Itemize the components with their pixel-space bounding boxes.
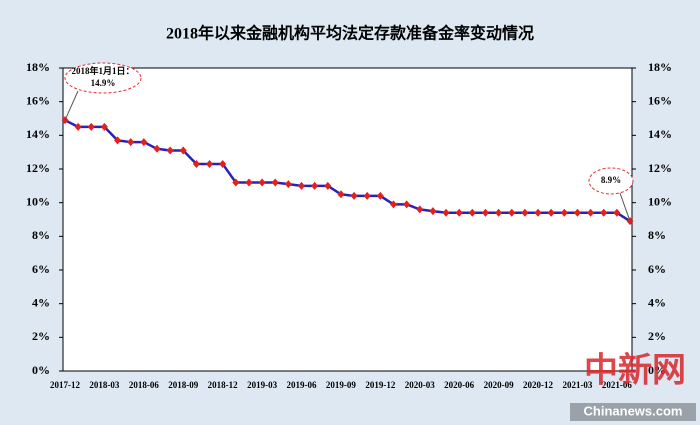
point [481, 208, 489, 217]
point [363, 191, 371, 200]
watermark-logo: 中新网 [584, 351, 686, 391]
point [166, 146, 174, 155]
x-tick-label: 2019-06 [287, 380, 317, 390]
point [271, 178, 279, 187]
point [298, 181, 306, 190]
annotation-ellipse [64, 62, 142, 94]
point [87, 122, 95, 131]
y-tick-label: 2% [32, 329, 50, 343]
point [219, 159, 227, 168]
y-tick-label: 14% [26, 127, 50, 141]
point [495, 208, 503, 217]
y2-tick-label: 8% [648, 228, 666, 242]
x-tick-label: 2018-12 [208, 380, 238, 390]
watermark-site: Chinanews.com [584, 403, 683, 418]
point [74, 122, 82, 131]
y2-tick-label: 18% [648, 60, 672, 74]
y2-tick-label: 0% [648, 363, 666, 377]
x-tick-label: 2020-09 [484, 380, 514, 390]
x-tick-label: 2018-09 [168, 380, 198, 390]
annotation-text: 2018年1月1日： [71, 65, 134, 76]
point [573, 208, 581, 217]
x-tick-label: 2019-12 [365, 380, 395, 390]
y-tick-label: 18% [26, 60, 50, 74]
annotation-leader [64, 90, 79, 121]
x-tick-label: 2021-06 [602, 380, 632, 390]
y-tick-label: 8% [32, 228, 50, 242]
y2-tick-label: 16% [648, 93, 672, 107]
x-tick-label: 2018-06 [129, 380, 159, 390]
point [258, 178, 266, 187]
point [245, 178, 253, 187]
y-tick-label: 0% [32, 363, 50, 377]
y-tick-label: 6% [32, 262, 50, 276]
y-tick-label: 4% [32, 295, 50, 309]
y-tick-label: 10% [26, 194, 50, 208]
point [547, 208, 555, 217]
point [284, 180, 292, 189]
point [455, 208, 463, 217]
point [429, 207, 437, 216]
point [468, 208, 476, 217]
y2-tick-label: 6% [648, 262, 666, 276]
point [534, 208, 542, 217]
watermark-bg [570, 403, 696, 421]
point [311, 181, 319, 190]
point [376, 191, 384, 200]
annotation-text: 8.9% [601, 175, 621, 185]
y2-tick-label: 12% [648, 161, 672, 175]
point [337, 190, 345, 199]
x-tick-label: 2020-03 [405, 380, 435, 390]
point [389, 200, 397, 209]
y2-tick-label: 4% [648, 295, 666, 309]
x-tick-label: 2020-06 [444, 380, 474, 390]
point [127, 138, 135, 147]
point [416, 205, 424, 214]
x-tick-label: 2021-03 [562, 380, 592, 390]
y2-tick-label: 10% [648, 194, 672, 208]
x-tick-label: 2020-12 [523, 380, 553, 390]
point [600, 208, 608, 217]
point [179, 146, 187, 155]
y2-tick-label: 14% [648, 127, 672, 141]
annotation-text: 14.9% [91, 78, 116, 88]
point [560, 208, 568, 217]
x-tick-label: 2019-03 [247, 380, 277, 390]
point [140, 138, 148, 147]
point [206, 159, 214, 168]
y2-tick-label: 2% [648, 329, 666, 343]
y-tick-label: 16% [26, 93, 50, 107]
annotation-ellipse [588, 167, 634, 195]
y-tick-label: 12% [26, 161, 50, 175]
point [100, 122, 108, 131]
chart-title: 2018年以来金融机构平均法定存款准备金率变动情况 [166, 24, 534, 43]
x-tick-label: 2018-03 [89, 380, 119, 390]
point [442, 208, 450, 217]
point [114, 136, 122, 145]
point [324, 181, 332, 190]
plot-area [62, 67, 633, 372]
point [508, 208, 516, 217]
point [192, 159, 200, 168]
x-tick-label: 2017-12 [50, 380, 80, 390]
point [232, 178, 240, 187]
point [613, 208, 621, 217]
point [587, 208, 595, 217]
point [350, 191, 358, 200]
annotation-leader [619, 192, 631, 222]
x-tick-label: 2019-09 [326, 380, 356, 390]
point [153, 144, 161, 153]
point [403, 200, 411, 209]
point [521, 208, 529, 217]
